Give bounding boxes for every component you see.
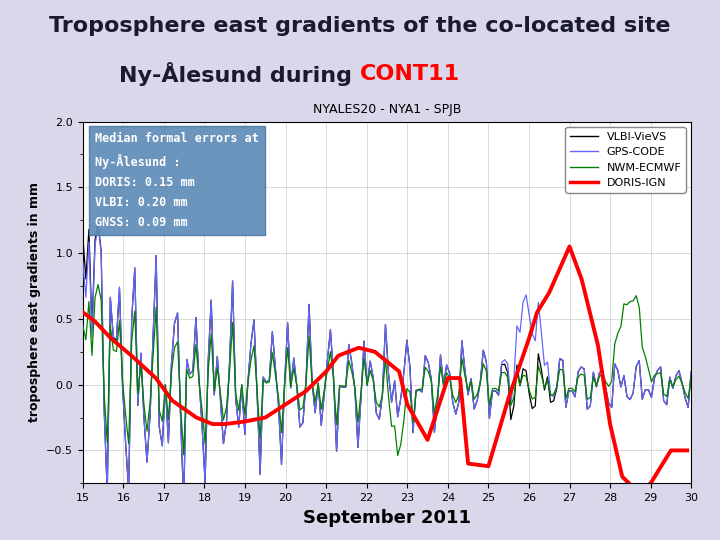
Text: Troposphere east gradients of the co-located site: Troposphere east gradients of the co-loc… (49, 16, 671, 37)
Legend: VLBI-VieVS, GPS-CODE, NWM-ECMWF, DORIS-IGN: VLBI-VieVS, GPS-CODE, NWM-ECMWF, DORIS-I… (565, 127, 685, 193)
Text: Median formal errors at
Ny-Ålesund :
DORIS: 0.15 mm
VLBI: 0.20 mm
GNSS: 0.09 mm: Median formal errors at Ny-Ålesund : DOR… (95, 132, 259, 229)
Title: NYALES20 - NYA1 - SPJB: NYALES20 - NYA1 - SPJB (312, 103, 462, 116)
X-axis label: September 2011: September 2011 (303, 509, 471, 526)
Text: Ny-Ålesund during CONT11: Ny-Ålesund during CONT11 (189, 62, 531, 86)
Y-axis label: troposphere east gradients in mm: troposphere east gradients in mm (27, 183, 40, 422)
Text: CONT11: CONT11 (360, 64, 460, 84)
Text: Ny-Ålesund during: Ny-Ålesund during (120, 62, 360, 86)
